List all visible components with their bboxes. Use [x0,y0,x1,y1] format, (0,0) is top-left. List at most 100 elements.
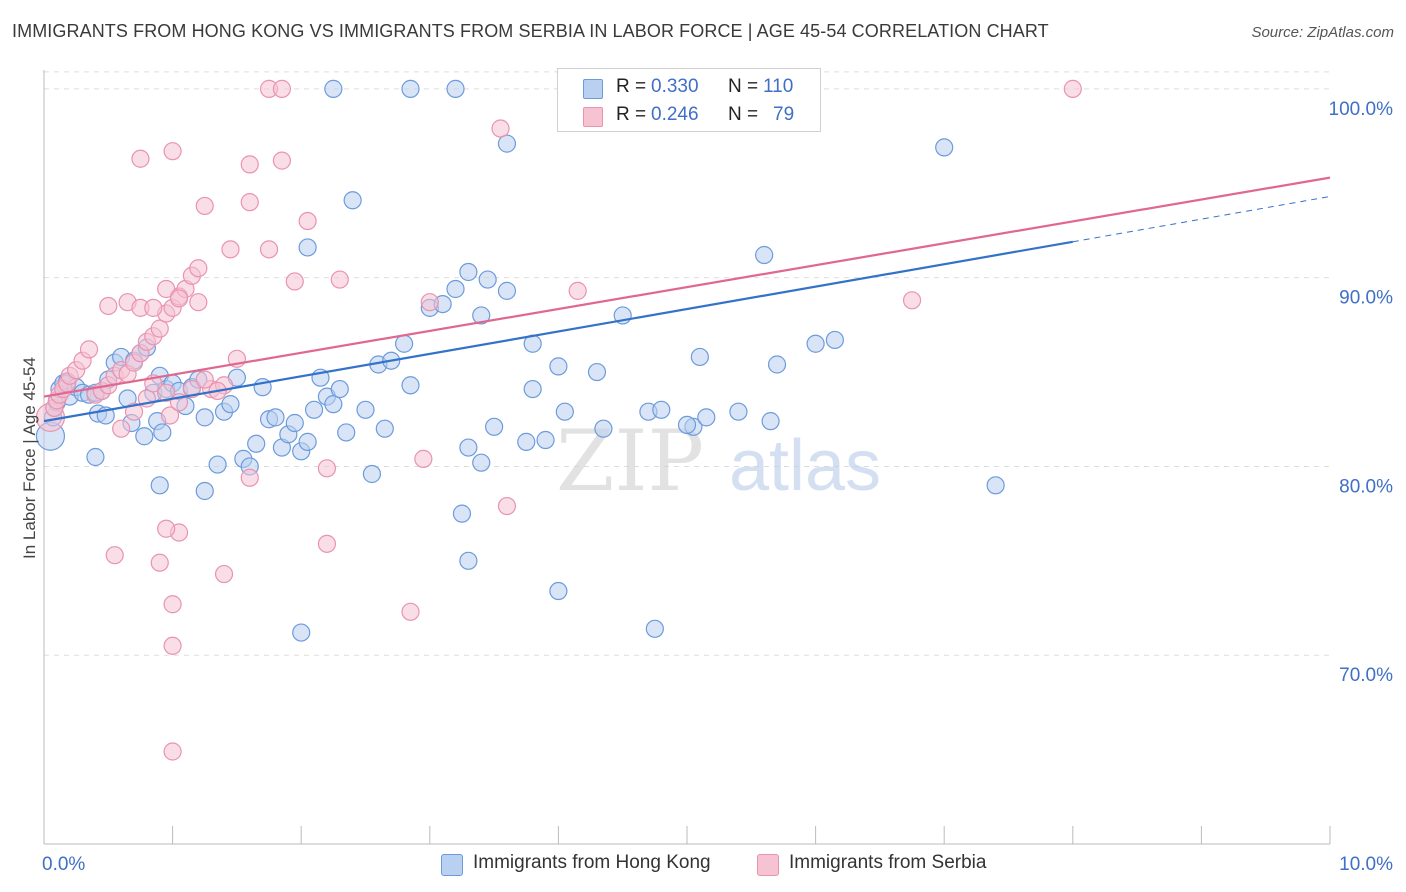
data-point-hong-kong [825,330,844,350]
data-point-hong-kong [221,395,240,414]
data-point-hong-kong [587,362,607,382]
y-tick-label: 100.0% [1329,99,1394,120]
trend-line-hong-kong-projection [1072,195,1331,243]
data-point-serbia [298,211,317,231]
tick-labels: 70.0% 80.0% 90.0% 100.0% 0.0% 10.0% [42,99,1393,875]
data-point-serbia [157,383,176,402]
data-point-hong-kong [677,415,697,435]
data-point-serbia [221,240,240,259]
chart-title: IMMIGRANTS FROM HONG KONG VS IMMIGRANTS … [12,21,1049,41]
trend-lines [43,176,1331,423]
data-point-serbia [272,151,292,170]
data-point-serbia [150,319,169,338]
data-point-serbia [157,279,176,299]
data-point-hong-kong [472,453,491,472]
data-point-hong-kong [594,419,613,438]
data-point-hong-kong [446,279,465,299]
data-point-hong-kong [806,334,825,353]
data-point-hong-kong [452,504,472,523]
y-tick-label: 70.0% [1339,665,1393,686]
data-point-serbia [112,419,131,438]
data-point-serbia [150,553,169,572]
data-point-hong-kong [153,423,172,442]
data-point-hong-kong [330,379,349,399]
data-point-serbia [902,291,922,310]
data-point-hong-kong [517,432,536,451]
data-point-hong-kong [549,581,568,601]
data-point-hong-kong [459,262,478,282]
data-point-serbia [124,402,144,421]
stats-legend: R = 0.330 N = 110 R = 0.246 N = 79 [557,68,821,132]
data-point-hong-kong [394,334,414,353]
legend-n-value: 79 [773,104,795,125]
data-point-serbia [272,79,292,98]
series-hong-kong-points [35,79,1005,642]
data-point-hong-kong [401,79,420,98]
data-point-serbia [491,119,510,138]
series-serbia-points [35,79,1082,761]
data-point-hong-kong [266,408,285,427]
data-point-hong-kong [555,402,574,421]
data-point-serbia [163,595,182,614]
data-point-hong-kong [761,412,780,431]
data-point-serbia [214,564,234,584]
data-point-serbia [497,496,517,516]
data-point-hong-kong [375,419,394,438]
data-point-hong-kong [324,79,343,98]
data-point-hong-kong [497,281,517,300]
data-point-hong-kong [298,432,317,451]
data-point-serbia [195,196,214,216]
data-point-serbia [317,459,337,478]
data-point-serbia [240,155,259,174]
data-point-hong-kong [729,402,748,421]
data-point-hong-kong [195,408,214,427]
data-point-serbia [414,449,433,468]
data-point-serbia [182,379,201,399]
data-point-hong-kong [195,481,214,501]
data-point-hong-kong [523,379,542,399]
data-point-hong-kong [459,438,478,457]
data-point-serbia [1063,79,1082,98]
watermark-atlas: atlas [729,426,881,506]
data-point-hong-kong [536,430,555,450]
data-point-serbia [105,546,124,565]
data-point-serbia [157,519,176,538]
data-point-hong-kong [485,417,504,436]
data-point-serbia [189,259,208,278]
x-tick-label: 0.0% [42,854,85,875]
data-point-serbia [420,293,439,312]
legend-r-value: 0.330 [651,76,699,97]
data-point-hong-kong [337,423,356,442]
data-point-serbia [317,534,337,553]
data-point-hong-kong [767,355,787,374]
data-point-hong-kong [497,134,517,153]
data-point-hong-kong [362,464,382,484]
data-point-serbia [169,289,189,308]
legend-n-label: N = [728,76,759,97]
trend-line-serbia [43,176,1331,398]
data-point-serbia [240,193,259,212]
data-point-hong-kong [755,245,774,265]
data-point-hong-kong [935,138,954,157]
legend-n-value: 110 [763,76,794,97]
y-tick-label: 90.0% [1339,288,1393,309]
bottom-legend-label: Immigrants from Serbia [789,852,987,873]
data-point-hong-kong [298,238,317,257]
data-point-hong-kong [478,270,497,289]
legend-r-label: R = [616,76,647,97]
data-point-serbia [330,270,349,289]
data-point-serbia [285,272,304,291]
legend-swatch-hong-kong [583,79,603,99]
data-point-serbia [131,149,150,168]
data-point-hong-kong [292,623,311,642]
legend-row-hong-kong: R = 0.330 N = 110 [558,72,820,100]
data-point-serbia [195,370,214,389]
data-point-serbia [240,468,259,487]
legend-row-serbia: R = 0.246 N = 79 [558,100,820,128]
data-point-hong-kong [304,400,324,419]
data-point-serbia [144,298,163,317]
data-point-hong-kong [697,408,716,427]
legend-swatch-serbia [583,107,603,127]
legend-n-label: N = [728,104,759,125]
